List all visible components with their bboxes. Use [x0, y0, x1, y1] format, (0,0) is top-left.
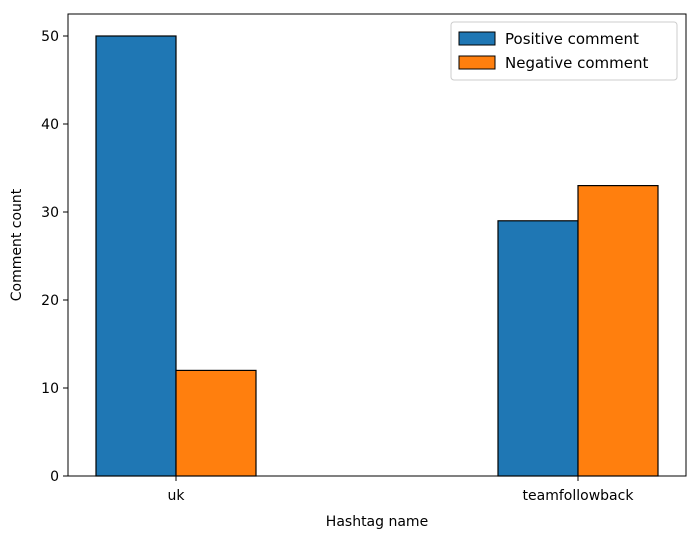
legend-entries: Positive comment Negative comment [458, 30, 648, 72]
y-tick-label: 40 [41, 117, 59, 133]
legend-label: Negative comment [505, 54, 648, 72]
y-tick-label: 20 [41, 293, 59, 309]
bar-negative-teamfollowback [577, 185, 659, 477]
y-tick-label: 0 [50, 469, 59, 485]
x-tick-label-uk: uk [168, 488, 186, 504]
legend: Positive comment Negative comment [450, 21, 678, 81]
bar-positive-teamfollowback [497, 220, 579, 477]
legend-label: Positive comment [505, 30, 639, 48]
plot-frame [67, 13, 687, 477]
bars-layer [95, 35, 659, 477]
y-axis-ticks: 0 10 20 30 40 50 [41, 29, 68, 485]
y-tick-label: 50 [41, 29, 59, 45]
legend-box [450, 21, 678, 81]
x-tick-label-teamfollowback: teamfollowback [523, 488, 635, 504]
y-tick-label: 10 [41, 381, 59, 397]
x-axis-title: Hashtag name [326, 514, 428, 530]
legend-swatch [458, 55, 496, 70]
legend-swatch [458, 31, 496, 46]
y-axis-title: Comment count [9, 188, 25, 301]
x-axis-ticks: uk teamfollowback [168, 476, 635, 504]
bar-negative-uk [175, 369, 257, 477]
bar-positive-uk [95, 35, 177, 477]
y-tick-label: 30 [41, 205, 59, 221]
